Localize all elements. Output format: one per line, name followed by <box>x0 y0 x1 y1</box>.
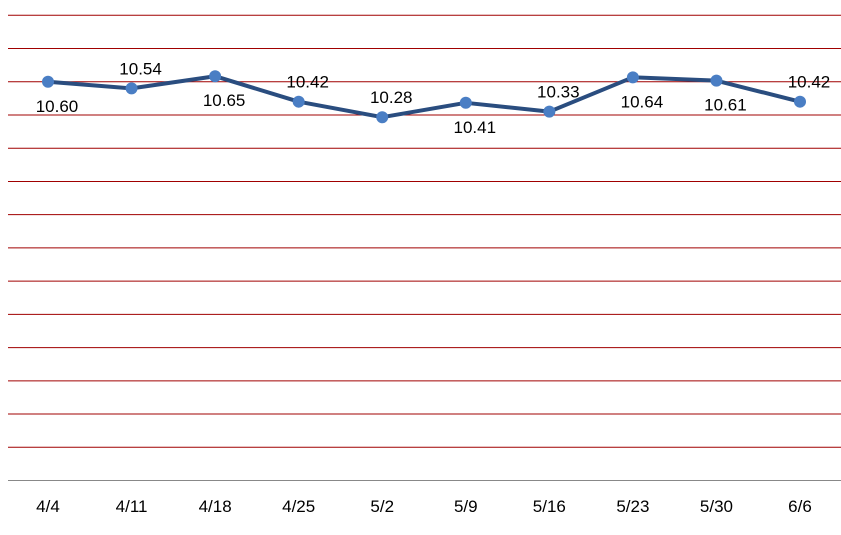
data-point <box>292 95 305 108</box>
data-point <box>459 96 472 109</box>
data-point <box>125 82 138 95</box>
data-label: 10.42 <box>286 73 329 92</box>
x-tick-label: 5/30 <box>700 497 733 516</box>
x-tick-label: 4/25 <box>282 497 315 516</box>
x-tick-label: 4/11 <box>116 497 148 516</box>
data-label: 10.65 <box>203 91 246 110</box>
x-tick-label: 5/9 <box>454 497 478 516</box>
x-tick-label: 5/23 <box>616 497 649 516</box>
series-line <box>47 74 801 120</box>
x-tick-label: 5/2 <box>370 497 394 516</box>
data-point <box>376 111 389 124</box>
data-point <box>626 71 639 84</box>
x-tick-label: 4/18 <box>199 497 232 516</box>
series-group <box>42 70 806 124</box>
x-tick-labels: 4/4 4/11 4/18 4/25 5/2 5/9 5/16 5/23 5/30 6/6 <box>36 497 812 516</box>
data-label: 10.28 <box>370 88 413 107</box>
data-labels: 10.60 10.54 10.65 10.42 10.28 10.41 10.33 10.64… <box>36 59 831 136</box>
x-tick-label: 5/16 <box>533 497 566 516</box>
data-point <box>209 70 222 83</box>
data-point <box>543 105 556 118</box>
data-point <box>42 75 54 88</box>
data-label: 10.42 <box>788 73 831 92</box>
data-label: 10.60 <box>36 97 79 116</box>
data-label: 10.33 <box>537 83 580 102</box>
data-label: 10.41 <box>454 118 497 137</box>
x-tick-label: 6/6 <box>788 497 812 516</box>
x-tick-label: 4/4 <box>36 497 60 516</box>
data-point <box>710 74 723 87</box>
data-label: 10.61 <box>704 96 747 115</box>
data-label: 10.54 <box>119 59 162 78</box>
gridlines <box>8 14 841 448</box>
data-label: 10.64 <box>621 92 664 111</box>
data-point <box>794 95 806 108</box>
